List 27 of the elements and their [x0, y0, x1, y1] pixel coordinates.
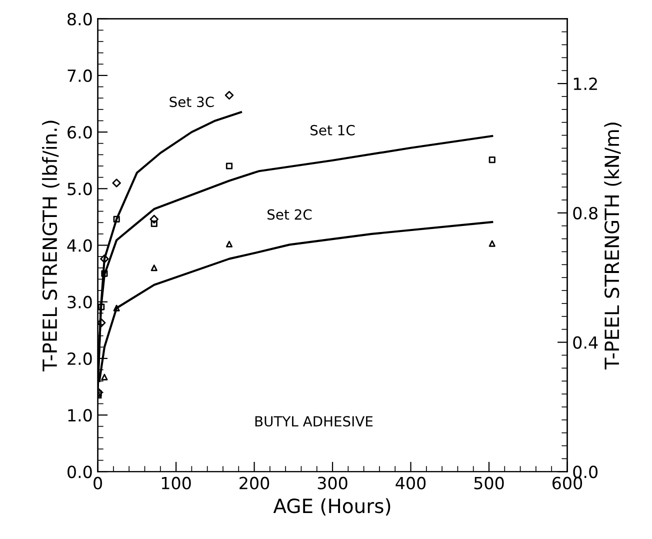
y2-tick-label: 0.8	[573, 206, 598, 220]
annotation: BUTYL ADHESIVE	[255, 416, 373, 427]
x-tick-label: 300	[318, 476, 348, 490]
series-label: Set 2C	[268, 209, 312, 220]
y-tick-label: 8.0	[68, 12, 92, 26]
y-tick-label: 5.0	[68, 182, 92, 196]
y-tick-label: 2.0	[68, 352, 92, 366]
y-tick-label: 1.0	[68, 408, 92, 422]
y2-axis-title: T-PEEL STRENGTH (kN/m)	[604, 122, 622, 370]
y-tick-label: 7.0	[68, 69, 92, 82]
y-tick-label: 0.0	[68, 466, 92, 478]
y-tick-label: 4.0	[67, 239, 92, 252]
x-tick-label: 100	[162, 476, 191, 490]
y2-tick-label: 0.0	[573, 466, 598, 478]
x-tick-label: 0	[94, 476, 102, 490]
series-label: Set 3C	[170, 96, 214, 108]
y-tick-label: 6.0	[68, 126, 92, 139]
x-tick-label: 200	[240, 476, 270, 490]
y2-tick-label: 0.4	[573, 336, 598, 349]
x-tick-label: 500	[474, 476, 504, 490]
y-axis-title: T-PEEL STRENGTH (lbf/in.)	[42, 120, 60, 372]
x-tick-label: 600	[552, 476, 582, 490]
series-label: Set 1C	[310, 124, 355, 136]
y-tick-label: 3.0	[68, 296, 92, 308]
x-tick-label: 400	[396, 476, 426, 490]
y2-tick-label: 1.2	[574, 78, 597, 90]
x-axis-title: AGE (Hours)	[273, 498, 390, 516]
